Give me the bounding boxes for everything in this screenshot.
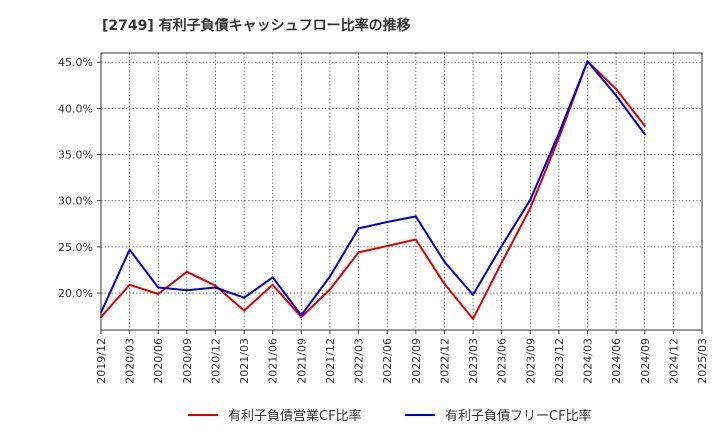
series-2-point xyxy=(414,215,417,218)
series-1-point xyxy=(214,284,217,287)
series-1-point xyxy=(271,283,274,286)
series-2-point xyxy=(615,94,618,97)
series-1-point xyxy=(500,261,503,264)
series-2-point xyxy=(300,314,303,317)
series-2-point xyxy=(500,245,503,247)
y-tick-label: 20.0% xyxy=(58,287,93,300)
y-tick-label: 45.0% xyxy=(58,56,93,69)
y-tick-label: 30.0% xyxy=(58,195,93,208)
series-2-point xyxy=(386,221,389,223)
series-2-point xyxy=(557,132,560,135)
y-tick-label: 25.0% xyxy=(58,241,93,254)
x-tick-label: 2024/12 xyxy=(667,338,680,384)
x-tick-label: 2024/03 xyxy=(582,338,595,384)
x-tick-label: 2023/12 xyxy=(553,338,566,384)
x-tick-label: 2020/09 xyxy=(181,338,194,384)
series-2-point xyxy=(643,133,646,136)
x-tick-label: 2021/09 xyxy=(295,338,308,384)
x-tick-label: 2020/03 xyxy=(124,338,137,384)
grid-lines xyxy=(101,53,702,330)
series-1-point xyxy=(643,124,646,127)
x-tick-label: 2023/03 xyxy=(467,338,480,384)
series-1-point xyxy=(300,316,303,319)
x-tick-label: 2023/09 xyxy=(524,338,537,384)
x-tick-label: 2021/12 xyxy=(324,338,337,384)
chart-title: [2749] 有利子負債キャッシュフロー比率の推移 xyxy=(102,18,411,34)
series-2-point xyxy=(157,286,160,289)
series-1-point xyxy=(557,136,560,139)
x-axis-tick-labels: 2019/12 2020/03 2020/06 2020/09 2020/12 2021/… xyxy=(95,330,709,384)
series-2-point xyxy=(357,227,360,230)
series-1-point xyxy=(414,238,417,241)
series-1-point xyxy=(357,251,360,254)
x-tick-label: 2024/09 xyxy=(639,338,652,384)
x-tick-label: 2021/03 xyxy=(238,338,251,384)
series-1-point xyxy=(185,270,188,273)
series-2-point xyxy=(443,260,446,263)
series-2-point xyxy=(329,275,331,278)
x-tick-label: 2020/06 xyxy=(152,338,165,384)
y-tick-label: 35.0% xyxy=(58,149,93,162)
series-2-point xyxy=(243,296,246,299)
x-tick-label: 2023/06 xyxy=(496,338,509,384)
series-1-point xyxy=(443,282,446,285)
series-2-point xyxy=(472,293,474,296)
series-2-point xyxy=(185,289,188,292)
series-lines xyxy=(100,60,646,320)
series-2-point xyxy=(271,276,274,279)
x-tick-label: 2019/12 xyxy=(95,338,108,384)
plot-background xyxy=(101,53,702,330)
y-axis-tick-labels: 20.0% 25.0% 30.0% 35.0% 40.0% 45.0% xyxy=(58,56,101,300)
x-tick-label: 2025/03 xyxy=(696,338,709,384)
series-1-point xyxy=(243,309,246,312)
x-tick-label: 2021/06 xyxy=(267,338,280,384)
x-tick-label: 2022/03 xyxy=(353,338,366,384)
series-1-point xyxy=(472,317,474,320)
series-1-point xyxy=(615,88,618,90)
series-2-point xyxy=(529,198,532,201)
legend-label-1: 有利子負債営業CF比率 xyxy=(228,408,362,424)
series-2-point xyxy=(586,60,589,63)
x-tick-label: 2020/12 xyxy=(209,338,222,384)
y-tick-label: 40.0% xyxy=(58,102,93,115)
series-line-2 xyxy=(100,60,646,317)
series-1-point xyxy=(157,293,160,295)
x-tick-label: 2024/06 xyxy=(610,338,623,384)
series-line-1 xyxy=(100,60,646,320)
series-2-point xyxy=(214,286,217,289)
legend: 有利子負債営業CF比率 有利子負債フリーCF比率 xyxy=(188,408,592,424)
legend-label-2: 有利子負債フリーCF比率 xyxy=(445,408,592,424)
x-tick-label: 2022/06 xyxy=(381,338,394,384)
series-1-point xyxy=(386,245,389,247)
x-tick-label: 2022/09 xyxy=(410,338,423,384)
x-tick-label: 2022/12 xyxy=(438,338,451,384)
series-1-point xyxy=(529,207,532,210)
series-2-point xyxy=(128,248,131,251)
plot-frame xyxy=(100,52,703,331)
series-1-point xyxy=(128,283,131,286)
series-1-point xyxy=(329,288,331,291)
